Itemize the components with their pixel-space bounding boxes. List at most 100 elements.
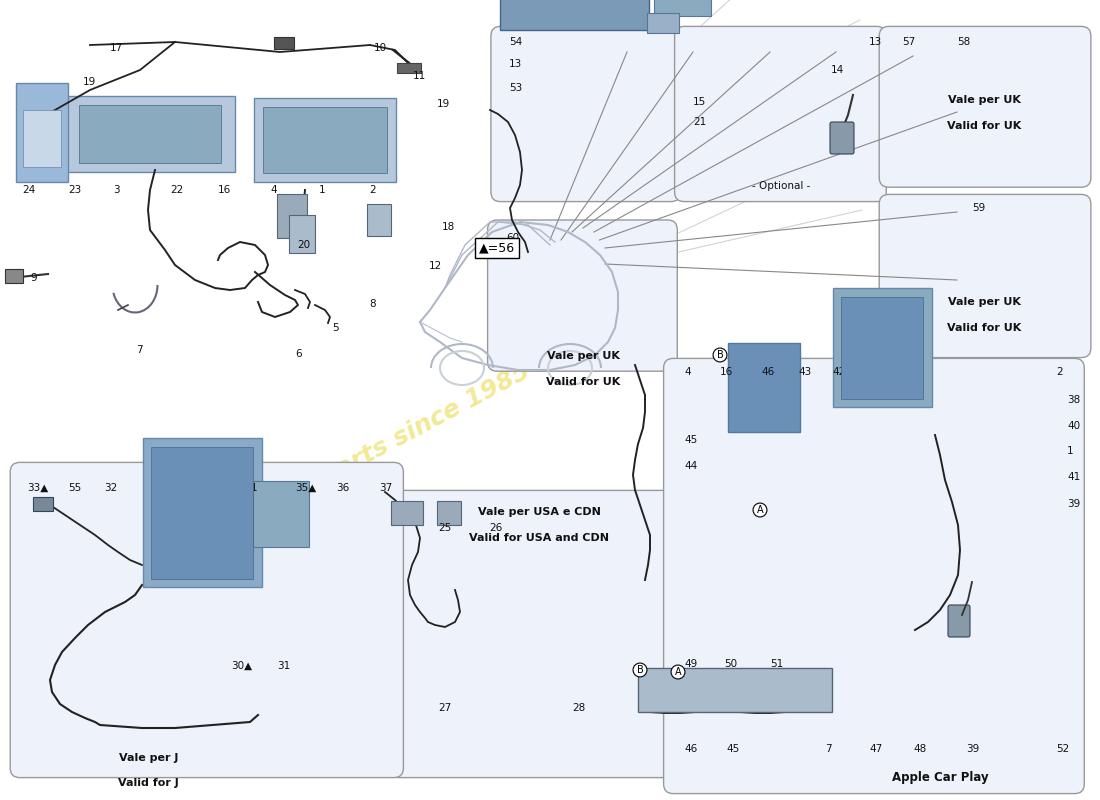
FancyBboxPatch shape <box>254 98 396 182</box>
Text: 24: 24 <box>22 186 35 195</box>
FancyBboxPatch shape <box>253 481 309 547</box>
Text: 23: 23 <box>68 186 81 195</box>
Text: 16: 16 <box>719 367 733 377</box>
Text: 6: 6 <box>295 350 301 359</box>
Text: 1: 1 <box>1067 446 1074 456</box>
Text: A: A <box>674 667 681 677</box>
Text: 31: 31 <box>277 661 290 670</box>
FancyBboxPatch shape <box>16 83 68 182</box>
FancyBboxPatch shape <box>388 490 685 778</box>
Text: Valid for UK: Valid for UK <box>947 323 1022 333</box>
Text: 32: 32 <box>104 483 118 493</box>
Text: 35▲: 35▲ <box>295 483 316 493</box>
Text: 11: 11 <box>412 71 426 81</box>
Text: ▲=56: ▲=56 <box>480 242 515 254</box>
Text: 54: 54 <box>509 37 522 46</box>
Text: Vale per UK: Vale per UK <box>948 95 1021 105</box>
Text: 16: 16 <box>218 186 231 195</box>
Text: 33▲: 33▲ <box>28 483 48 493</box>
Text: 4: 4 <box>271 186 277 195</box>
Text: 20: 20 <box>297 240 310 250</box>
Text: 17: 17 <box>110 43 123 53</box>
FancyBboxPatch shape <box>830 122 854 154</box>
Text: 25: 25 <box>438 523 451 533</box>
Text: 13: 13 <box>509 59 522 69</box>
Text: Vale per UK: Vale per UK <box>948 298 1021 307</box>
Text: A: A <box>757 505 763 515</box>
Text: 49: 49 <box>684 659 697 669</box>
Text: 1: 1 <box>319 186 326 195</box>
FancyBboxPatch shape <box>23 110 61 167</box>
Text: 21: 21 <box>693 117 706 126</box>
FancyBboxPatch shape <box>948 605 970 637</box>
Text: 27: 27 <box>438 703 451 713</box>
Text: 44: 44 <box>684 461 697 470</box>
FancyBboxPatch shape <box>879 194 1091 358</box>
Text: 6: 6 <box>869 367 876 377</box>
Text: 2: 2 <box>370 186 376 195</box>
Text: passion for parts since 1985: passion for parts since 1985 <box>455 415 821 625</box>
FancyBboxPatch shape <box>151 447 253 579</box>
Text: 42: 42 <box>833 367 846 377</box>
Text: 3: 3 <box>113 186 120 195</box>
Text: B: B <box>716 350 724 360</box>
FancyBboxPatch shape <box>842 297 923 399</box>
FancyBboxPatch shape <box>143 438 262 587</box>
FancyBboxPatch shape <box>10 462 404 778</box>
Text: 45: 45 <box>726 744 739 754</box>
Text: 47: 47 <box>869 744 882 754</box>
Text: 5: 5 <box>332 323 339 333</box>
FancyBboxPatch shape <box>663 358 1085 794</box>
Text: 2: 2 <box>1056 367 1063 377</box>
Text: 15: 15 <box>693 98 706 107</box>
FancyBboxPatch shape <box>728 343 800 432</box>
Text: 9: 9 <box>31 274 37 283</box>
Text: 8: 8 <box>370 299 376 309</box>
Text: passion for parts since 1985: passion for parts since 1985 <box>169 359 535 569</box>
Text: 41: 41 <box>1067 472 1080 482</box>
FancyBboxPatch shape <box>6 269 23 283</box>
FancyBboxPatch shape <box>674 26 887 202</box>
Text: 13: 13 <box>869 37 882 46</box>
Text: 28: 28 <box>572 703 585 713</box>
FancyBboxPatch shape <box>397 63 421 73</box>
Text: 19: 19 <box>437 99 450 109</box>
Text: 12: 12 <box>429 261 442 270</box>
Text: Apple Car Play: Apple Car Play <box>892 771 989 784</box>
Text: 38: 38 <box>1067 395 1080 405</box>
FancyBboxPatch shape <box>274 37 294 49</box>
Text: 48: 48 <box>913 744 926 754</box>
Text: 4: 4 <box>684 367 691 377</box>
Text: 53: 53 <box>509 83 522 93</box>
Text: 59: 59 <box>972 203 986 213</box>
Text: 14: 14 <box>830 66 844 75</box>
Text: 55: 55 <box>68 483 81 493</box>
Text: 37: 37 <box>379 483 393 493</box>
Text: 45: 45 <box>684 435 697 445</box>
Text: 22: 22 <box>170 186 184 195</box>
Text: Vale per J: Vale per J <box>119 753 178 762</box>
Text: Valid for USA and CDN: Valid for USA and CDN <box>469 533 609 542</box>
FancyBboxPatch shape <box>437 501 461 525</box>
Text: 57: 57 <box>902 37 915 46</box>
Text: 1: 1 <box>251 483 257 493</box>
Text: Vale per UK: Vale per UK <box>547 351 619 361</box>
Text: 34: 34 <box>211 483 224 493</box>
FancyBboxPatch shape <box>263 107 387 173</box>
Text: 36: 36 <box>337 483 350 493</box>
Text: 50: 50 <box>724 659 737 669</box>
Text: 7: 7 <box>136 346 143 355</box>
Text: 39: 39 <box>966 744 979 754</box>
FancyBboxPatch shape <box>638 668 832 712</box>
Text: Valid for J: Valid for J <box>118 778 179 788</box>
Text: B: B <box>637 665 644 675</box>
FancyBboxPatch shape <box>33 497 53 511</box>
Text: - Optional -: - Optional - <box>751 181 811 190</box>
Text: 10: 10 <box>374 43 387 53</box>
Text: 46: 46 <box>761 367 774 377</box>
FancyBboxPatch shape <box>367 204 390 236</box>
Text: Vale per USA e CDN: Vale per USA e CDN <box>477 507 601 517</box>
FancyBboxPatch shape <box>79 105 221 163</box>
Text: 52: 52 <box>1056 744 1069 754</box>
Text: Valid for UK: Valid for UK <box>546 377 620 386</box>
